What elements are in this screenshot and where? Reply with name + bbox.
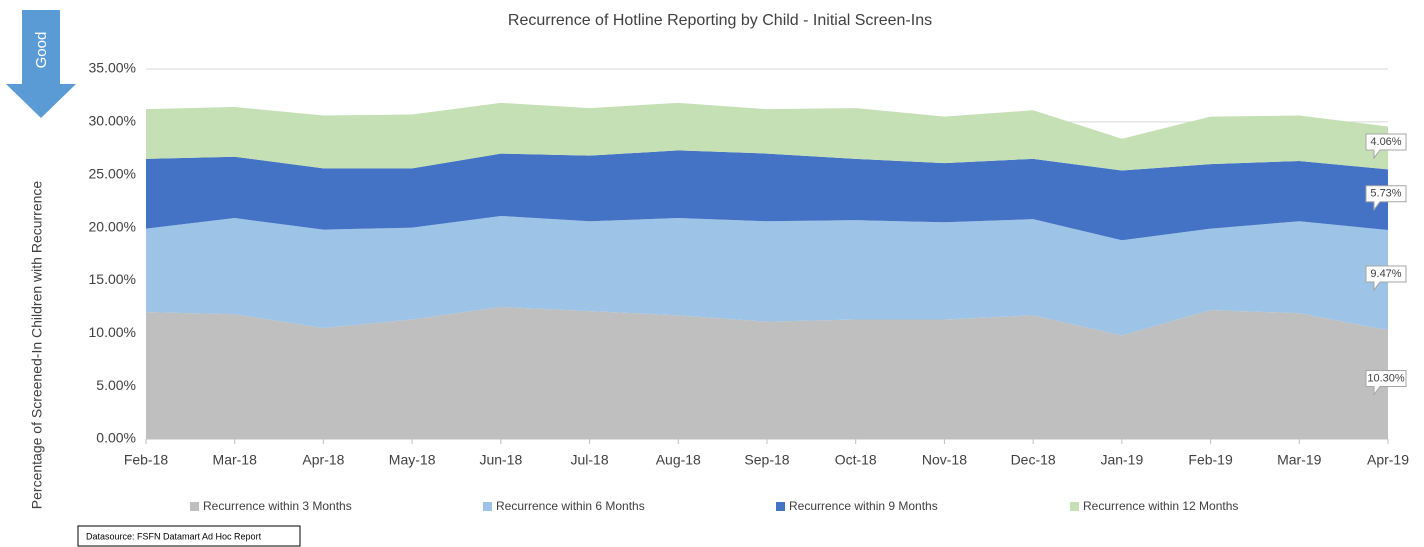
area [146,306,1388,439]
good-arrow [6,10,76,118]
value-label: 5.73% [1370,188,1401,200]
annotation: Good [33,32,50,69]
legend-swatch [1070,502,1079,511]
legend-swatch [190,502,199,511]
legend-swatch [483,502,492,511]
value-label: 9.47% [1370,268,1401,280]
legend-label: Recurrence within 3 Months [203,499,352,513]
legend-label: Recurrence within 6 Months [496,499,645,513]
area [146,215,1388,336]
value-label: 4.06% [1370,136,1401,148]
x-tick-label: Oct-18 [835,452,877,468]
x-tick-label: Feb-18 [124,452,169,468]
x-tick-label: Mar-18 [213,452,258,468]
y-tick-label: 25.00% [89,165,136,181]
label-callout [1365,265,1407,292]
x-tick-label: Mar-19 [1277,452,1322,468]
area [146,150,1388,241]
x-tick-label: May-18 [389,452,436,468]
x-tick-label: Feb-19 [1188,452,1233,468]
area [146,102,1388,171]
x-tick-label: Apr-19 [1367,452,1409,468]
y-tick-label: 30.00% [89,113,136,129]
chart-title: Recurrence of Hotline Reporting by Child… [508,12,932,29]
value-label: 10.30% [1367,372,1405,384]
x-tick-label: Nov-18 [922,452,967,468]
label-callout [1365,370,1407,397]
legend-label: Recurrence within 12 Months [1083,499,1238,513]
y-tick-label: 5.00% [96,377,136,393]
x-tick-label: Jul-18 [571,452,609,468]
x-tick-label: Sep-18 [744,452,789,468]
label-callout [1365,133,1407,160]
y-tick-label: 20.00% [89,218,136,234]
x-tick-label: Dec-18 [1011,452,1056,468]
y-axis-label: Percentage of Screened-In Children with … [29,181,45,510]
y-tick-label: 35.00% [89,60,136,76]
legend-swatch [776,502,785,511]
y-tick-label: 15.00% [89,271,136,287]
x-tick-label: Apr-18 [302,452,344,468]
y-tick-label: 0.00% [96,430,136,446]
source-box [77,525,301,547]
x-tick-label: Aug-18 [656,452,701,468]
label-callout [1365,185,1407,212]
x-tick-label: Jun-18 [479,452,522,468]
legend-label: Recurrence within 9 Months [789,499,938,513]
source: Datasource: FSFN Datamart Ad Hoc Report [86,531,262,541]
x-tick-label: Jan-19 [1100,452,1143,468]
y-tick-label: 10.00% [89,324,136,340]
